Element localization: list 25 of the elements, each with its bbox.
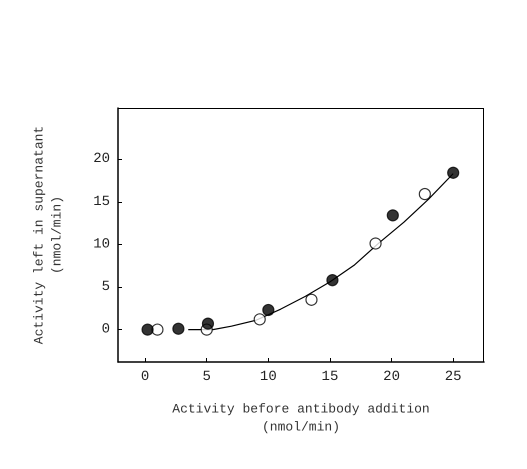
x-tick-label: 10 [260, 369, 277, 385]
point [202, 318, 214, 330]
point [254, 313, 266, 326]
x-tick-label: 15 [322, 369, 338, 385]
point [151, 324, 164, 336]
x-tick-label: 0 [140, 369, 150, 385]
point [326, 274, 339, 286]
point [447, 166, 460, 179]
x-tick-label: 5 [202, 369, 211, 385]
y-tick-label: 10 [93, 236, 110, 252]
y-tick-label: 15 [93, 194, 110, 210]
point [262, 304, 274, 316]
point [369, 237, 382, 250]
point [172, 322, 184, 335]
y-tick-label: 5 [102, 278, 110, 295]
x-tick-label: 25 [444, 369, 462, 385]
y-axis-title: Activity left in supernatant (nmol/min) [32, 126, 64, 344]
point [386, 209, 399, 222]
y-tick-label: 0 [102, 322, 110, 338]
point [141, 324, 154, 336]
point [305, 294, 318, 306]
y-tick-label: 20 [93, 151, 110, 168]
x-axis-title: Activity before antibody addition (nmol/min) [172, 402, 430, 434]
x-tick-label: 20 [383, 369, 400, 385]
point [418, 188, 431, 200]
